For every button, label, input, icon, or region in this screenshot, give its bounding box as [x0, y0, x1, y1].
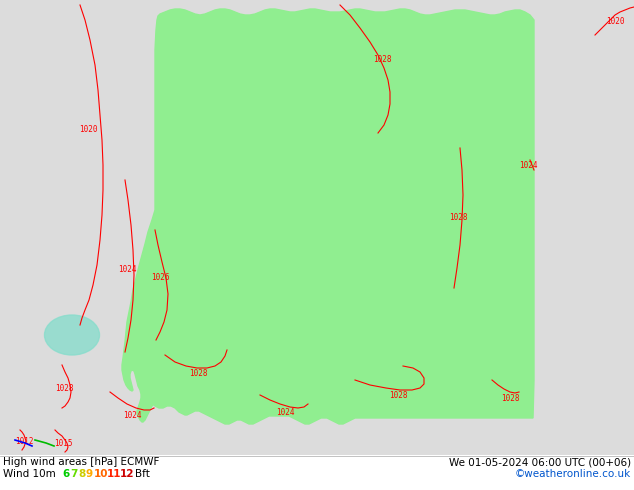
Text: 10: 10: [94, 469, 108, 479]
Text: Bft: Bft: [135, 469, 150, 479]
Text: 6: 6: [62, 469, 69, 479]
Text: 1012: 1012: [15, 437, 33, 445]
Text: 8: 8: [78, 469, 85, 479]
Text: 1020: 1020: [605, 18, 624, 26]
Text: 1024: 1024: [123, 411, 141, 419]
Polygon shape: [122, 9, 534, 424]
Ellipse shape: [44, 315, 100, 355]
Text: 11: 11: [107, 469, 122, 479]
Text: 1028: 1028: [449, 214, 467, 222]
Text: 1026: 1026: [151, 273, 169, 283]
Text: 12: 12: [120, 469, 134, 479]
Text: 9: 9: [86, 469, 93, 479]
Text: 1028: 1028: [189, 368, 207, 377]
Text: 7: 7: [70, 469, 77, 479]
Text: 1028: 1028: [373, 55, 391, 65]
Text: Wind 10m: Wind 10m: [3, 469, 56, 479]
Text: 1028: 1028: [55, 384, 74, 392]
Text: 1028: 1028: [389, 391, 407, 399]
Text: 1024: 1024: [519, 161, 537, 170]
Text: 1024: 1024: [276, 408, 294, 416]
Text: 1015: 1015: [54, 439, 72, 447]
Text: 1024: 1024: [118, 266, 136, 274]
Text: We 01-05-2024 06:00 UTC (00+06): We 01-05-2024 06:00 UTC (00+06): [449, 457, 631, 467]
Text: ©weatheronline.co.uk: ©weatheronline.co.uk: [515, 469, 631, 479]
Text: 1028: 1028: [501, 393, 519, 402]
Text: 1020: 1020: [79, 125, 97, 134]
Text: High wind areas [hPa] ECMWF: High wind areas [hPa] ECMWF: [3, 457, 159, 467]
